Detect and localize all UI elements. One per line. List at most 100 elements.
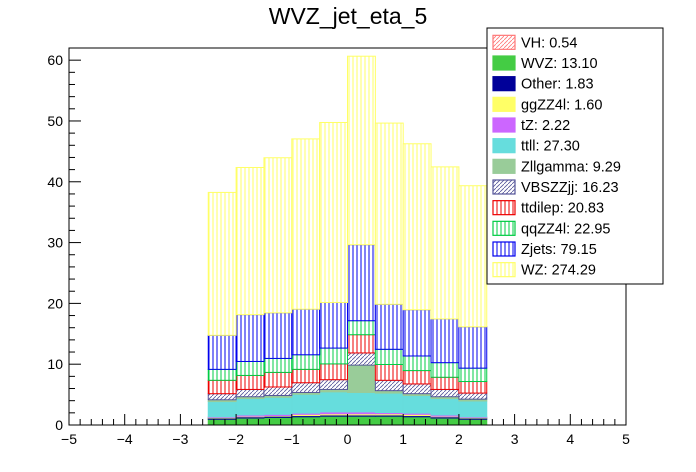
bar-wvz-bin-1 <box>235 417 265 426</box>
x-tick-label: 5 <box>622 431 630 447</box>
bar-ttdilep-bin-6 <box>374 363 404 381</box>
bar-qqzz4l-bin-5 <box>347 320 376 336</box>
bar-ttll-bin-0 <box>207 401 237 418</box>
legend-label: Zjets: 79.15 <box>521 242 597 258</box>
bar-qqzz4l-bin-3 <box>291 354 321 370</box>
bar-wz-bin-1 <box>235 166 265 316</box>
bar-wvz-bin-6 <box>374 415 404 426</box>
bar-wz-bin-3 <box>291 138 321 310</box>
bar-ttll-bin-5 <box>347 391 376 413</box>
bar-zjets-bin-5 <box>347 244 376 322</box>
bar-vbszzjj-bin-2 <box>263 386 293 397</box>
bar-vbszzjj-bin-9 <box>458 392 488 400</box>
x-tick-label: 1 <box>399 431 407 447</box>
y-tick-label: 30 <box>47 235 63 251</box>
bar-ttll-bin-8 <box>430 398 460 416</box>
bar-zllgamma-bin-5 <box>347 364 376 393</box>
bar-vbszzjj-bin-3 <box>291 382 321 393</box>
bar-qqzz4l-bin-6 <box>374 348 404 365</box>
bar-zjets-bin-7 <box>402 309 432 357</box>
bar-ttdilep-bin-9 <box>458 381 488 394</box>
legend-entry-other: Other: 1.83 <box>492 76 594 93</box>
legend-entry-ttdilep: ttdilep: 20.83 <box>492 200 604 217</box>
legend-entry-tz: tZ: 2.22 <box>492 117 570 134</box>
legend-label: qqZZ4l: 22.95 <box>521 221 610 237</box>
bar-wvz-bin-4 <box>319 415 348 426</box>
legend-label: VBSZZjj: 16.23 <box>521 180 619 196</box>
bar-ttll-bin-2 <box>263 396 293 415</box>
bar-ttdilep-bin-7 <box>402 370 432 385</box>
legend-entry-ggzz4l: ggZZ4l: 1.60 <box>492 96 602 113</box>
bar-zjets-bin-8 <box>430 318 460 364</box>
series-ttll <box>207 391 488 418</box>
bar-zjets-bin-3 <box>291 308 321 356</box>
legend-swatch <box>492 220 516 236</box>
bar-ttdilep-bin-3 <box>291 368 321 384</box>
bar-qqzz4l-bin-4 <box>319 347 348 365</box>
bar-wz-bin-6 <box>374 122 404 305</box>
legend-swatch <box>492 76 516 92</box>
legend-label: ttdilep: 20.83 <box>521 201 604 217</box>
bar-ttdilep-bin-5 <box>347 334 376 354</box>
bar-zjets-bin-0 <box>207 334 237 370</box>
bar-zjets-bin-9 <box>458 326 488 369</box>
bar-qqzz4l-bin-9 <box>458 367 488 383</box>
legend-swatch <box>492 262 516 278</box>
bar-ttll-bin-9 <box>458 400 488 418</box>
bar-wvz-bin-9 <box>458 418 488 426</box>
bar-zjets-bin-6 <box>374 303 404 350</box>
y-tick-label: 20 <box>47 295 63 311</box>
bar-wz-bin-0 <box>207 191 237 336</box>
x-tick-label: 0 <box>344 431 352 447</box>
bar-zjets-bin-4 <box>319 301 348 349</box>
legend-entry-ttll: ttll: 27.30 <box>492 138 580 155</box>
y-tick-label: 10 <box>47 356 63 372</box>
series-qqzz4l <box>207 320 488 383</box>
y-tick-label: 40 <box>47 174 63 190</box>
legend-entry-zjets: Zjets: 79.15 <box>492 241 597 258</box>
x-tick-label: −1 <box>284 431 300 447</box>
bar-wz-bin-9 <box>458 185 488 328</box>
legend-swatch <box>492 138 516 154</box>
bar-wz-bin-4 <box>319 121 348 303</box>
x-tick-label: 3 <box>511 431 519 447</box>
bar-qqzz4l-bin-0 <box>207 368 237 381</box>
legend-label: Other: 1.83 <box>521 77 594 93</box>
bar-ttll-bin-4 <box>319 391 348 413</box>
bar-wvz-bin-0 <box>207 418 237 426</box>
legend-swatch <box>492 34 516 50</box>
bar-ttdilep-bin-0 <box>207 379 237 395</box>
legend-swatch <box>492 55 516 71</box>
legend-swatch <box>492 96 516 112</box>
bar-vbszzjj-bin-6 <box>374 379 404 392</box>
bar-zjets-bin-1 <box>235 314 265 362</box>
bar-vbszzjj-bin-0 <box>207 393 237 401</box>
bar-vbszzjj-bin-7 <box>402 383 432 395</box>
series-ttdilep <box>207 334 488 395</box>
bar-wz-bin-5 <box>347 55 376 246</box>
legend-swatch <box>492 179 516 195</box>
bar-ttll-bin-3 <box>291 393 321 414</box>
bar-ttll-bin-1 <box>235 398 265 416</box>
legend-label: ggZZ4l: 1.60 <box>521 97 602 113</box>
bar-wz-bin-2 <box>263 157 293 314</box>
bar-ttdilep-bin-8 <box>430 376 460 390</box>
bar-ttll-bin-6 <box>374 392 404 414</box>
legend-entry-wvz: WVZ: 13.10 <box>492 55 598 72</box>
y-tick-label: 0 <box>55 417 63 433</box>
bar-wz-bin-7 <box>402 143 432 311</box>
legend-label: tZ: 2.22 <box>521 118 570 134</box>
bar-ttdilep-bin-1 <box>235 374 265 390</box>
bar-ttdilep-bin-4 <box>319 363 348 381</box>
legend-entry-wz: WZ: 274.29 <box>492 262 596 279</box>
legend-label: WVZ: 13.10 <box>521 56 598 72</box>
x-tick-label: 2 <box>455 431 463 447</box>
legend-swatch <box>492 117 516 133</box>
bar-vbszzjj-bin-1 <box>235 388 265 398</box>
bar-vbszzjj-bin-8 <box>430 388 460 398</box>
bar-wvz-bin-2 <box>263 416 293 426</box>
legend: VH: 0.54 WVZ: 13.10 Other: 1.83 ggZZ4l: 1.6… <box>486 27 664 285</box>
chart-title: WVZ_jet_eta_5 <box>269 3 428 29</box>
